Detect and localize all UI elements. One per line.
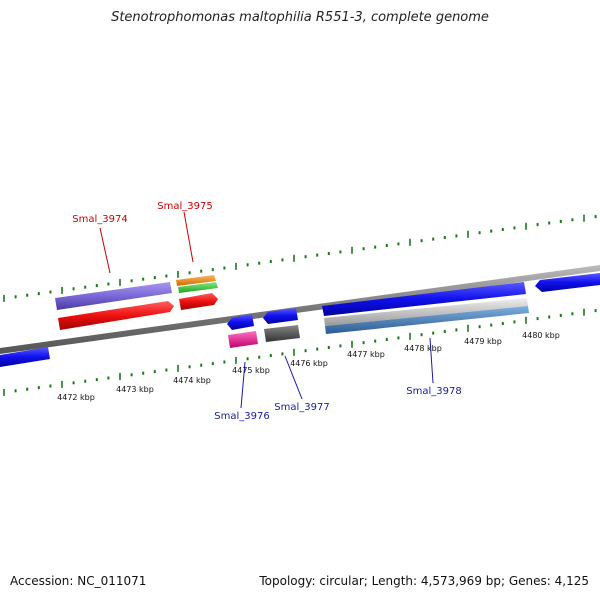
scale-label: 4479 kbp <box>464 337 502 346</box>
scale-label: 4480 kbp <box>522 331 560 340</box>
gene-smal-3976-blue[interactable] <box>227 314 254 330</box>
smal-3978-leader <box>429 337 434 384</box>
gene-smal-3974[interactable] <box>58 301 174 330</box>
gene-smal-3978-silver[interactable] <box>324 298 528 326</box>
gene-smal-3975-orange[interactable] <box>176 275 216 286</box>
label-smal-3978[interactable]: Smal_3978 <box>406 386 461 397</box>
gene-smal-3977-blue[interactable] <box>263 308 298 324</box>
smal-3975-leader <box>183 211 194 263</box>
label-smal-3974[interactable]: Smal_3974 <box>72 214 127 225</box>
gene-smal-3978[interactable] <box>325 306 529 334</box>
scale-label: 4477 kbp <box>347 350 385 359</box>
scale-labels: 4472 kbp 4473 kbp 4474 kbp 4475 kbp 4476 kbp… <box>57 331 560 402</box>
scale-label: 4478 kbp <box>404 344 442 353</box>
upper-tick-track <box>3 214 597 302</box>
scale-label: 4474 kbp <box>173 376 211 385</box>
gene-smal-3977[interactable] <box>264 325 300 342</box>
smal-3977-leader <box>284 355 303 400</box>
gene-smal-3976[interactable] <box>228 331 258 348</box>
label-smal-3975[interactable]: Smal_3975 <box>157 201 212 212</box>
genome-backbone <box>0 265 600 354</box>
smal-3976-leader <box>240 361 246 409</box>
gene-purple-feature[interactable] <box>55 282 172 310</box>
smal-3974-leader <box>99 227 111 274</box>
gene-smal-3975-green[interactable] <box>178 282 218 293</box>
gene-large-blue[interactable] <box>322 282 526 316</box>
topology-text: Topology: circular; Length: 4,573,969 bp… <box>259 574 589 588</box>
gene-blue-left[interactable] <box>0 347 50 367</box>
scale-label: 4473 kbp <box>116 385 154 394</box>
label-smal-3976[interactable]: Smal_3976 <box>214 411 269 422</box>
gene-red-small[interactable] <box>179 293 218 310</box>
scale-label: 4472 kbp <box>57 393 95 402</box>
gene-blue-right[interactable] <box>535 273 600 292</box>
label-smal-3977[interactable]: Smal_3977 <box>274 402 329 413</box>
accession-text: Accession: NC_011071 <box>10 574 147 588</box>
scale-label: 4476 kbp <box>290 359 328 368</box>
lower-tick-track <box>3 308 597 396</box>
map-title: Stenotrophomonas maltophilia R551-3, com… <box>111 10 489 25</box>
scale-label: 4475 kbp <box>232 366 270 375</box>
